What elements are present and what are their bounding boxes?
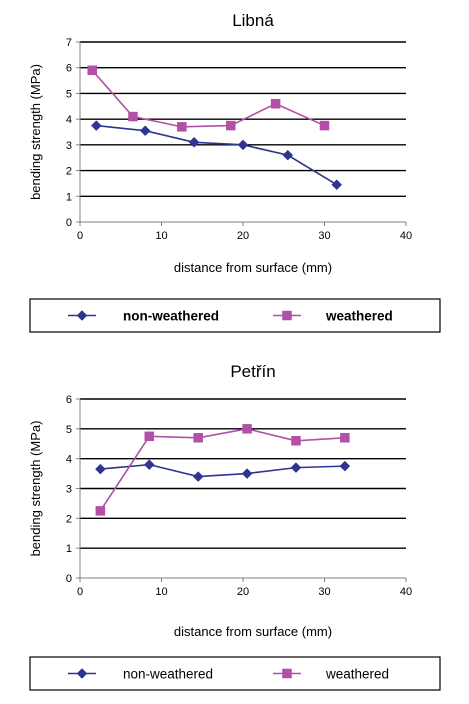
y-axis-label: bending strength (MPa) (28, 64, 43, 200)
data-point (193, 433, 203, 443)
legend-box (29, 656, 441, 691)
legend-marker (76, 668, 88, 679)
data-point (319, 120, 330, 131)
data-point (282, 149, 294, 161)
data-point (331, 179, 343, 191)
y-tick-label: 3 (66, 140, 72, 152)
x-tick-label: 0 (77, 586, 83, 598)
data-point (290, 462, 302, 473)
data-point (192, 471, 204, 482)
series-line (100, 463, 345, 478)
data-point (128, 111, 138, 122)
y-tick-label: 1 (66, 543, 72, 555)
data-point (144, 431, 155, 442)
x-tick-label: 20 (237, 230, 249, 242)
x-tick-label: 30 (318, 586, 330, 598)
data-point (87, 65, 97, 76)
data-point (340, 433, 350, 443)
x-tick-label: 40 (400, 586, 412, 598)
data-point (177, 122, 187, 132)
x-tick-label: 0 (77, 230, 83, 242)
data-point (139, 125, 151, 137)
series-weathered (95, 424, 350, 516)
y-tick-label: 0 (66, 573, 72, 585)
y-tick-label: 7 (66, 37, 72, 49)
x-tick-label: 30 (318, 230, 330, 242)
series-non-weathered (90, 120, 343, 191)
y-tick-label: 2 (66, 166, 72, 178)
x-tick-label: 10 (155, 230, 167, 242)
legend: non-weathered weathered (29, 298, 441, 333)
data-point (291, 436, 301, 446)
y-tick-label: 0 (66, 217, 72, 229)
y-tick-label: 6 (66, 63, 72, 75)
legend-marker (282, 668, 292, 679)
legend: non-weathered weathered (29, 656, 441, 691)
chart-1: Libná 0 1 2 3 4 5 6 7 0 10 20 30 40 distance from surf… (28, 11, 441, 333)
y-tick-label: 1 (66, 191, 72, 203)
data-point (226, 120, 236, 131)
y-tick-label: 5 (66, 88, 72, 100)
legend-marker (282, 310, 292, 321)
data-point (143, 459, 155, 470)
y-tick-label: 4 (66, 114, 72, 126)
series-line (99, 428, 345, 512)
data-point (270, 98, 281, 109)
data-point (95, 506, 106, 516)
data-point (95, 463, 106, 475)
legend-label: non-weathered (123, 667, 213, 682)
series-non-weathered (95, 459, 351, 482)
y-tick-label: 2 (66, 513, 72, 525)
x-axis-label: distance from surface (mm) (174, 624, 332, 639)
legend-box (29, 298, 441, 333)
y-axis-label: bending strength (MPa) (28, 421, 43, 557)
y-tick-label: 6 (66, 394, 72, 406)
series-line (96, 124, 338, 186)
x-axis-label: distance from surface (mm) (174, 260, 332, 275)
data-point (339, 460, 351, 472)
chart-title: Libná (232, 11, 274, 30)
chart-2: Petřín 0 1 2 3 4 5 6 0 10 20 30 40 distance from surf… (28, 362, 441, 691)
y-tick-label: 3 (66, 484, 72, 496)
series-line (91, 69, 325, 128)
x-tick-label: 40 (400, 230, 412, 242)
x-tick-label: 20 (237, 586, 249, 598)
series-weathered (87, 65, 330, 132)
y-tick-label: 4 (66, 454, 72, 466)
data-point (241, 468, 253, 479)
legend-label: non-weathered (123, 309, 219, 324)
legend-label: weathered (325, 667, 389, 682)
legend-label: weathered (325, 309, 393, 324)
y-tick-label: 5 (66, 424, 72, 436)
chart-title: Petřín (230, 362, 275, 381)
data-point (90, 120, 102, 131)
data-point (242, 424, 252, 434)
legend-marker (76, 310, 88, 321)
x-tick-label: 10 (155, 586, 167, 598)
data-point (237, 139, 249, 151)
data-point (188, 136, 200, 148)
